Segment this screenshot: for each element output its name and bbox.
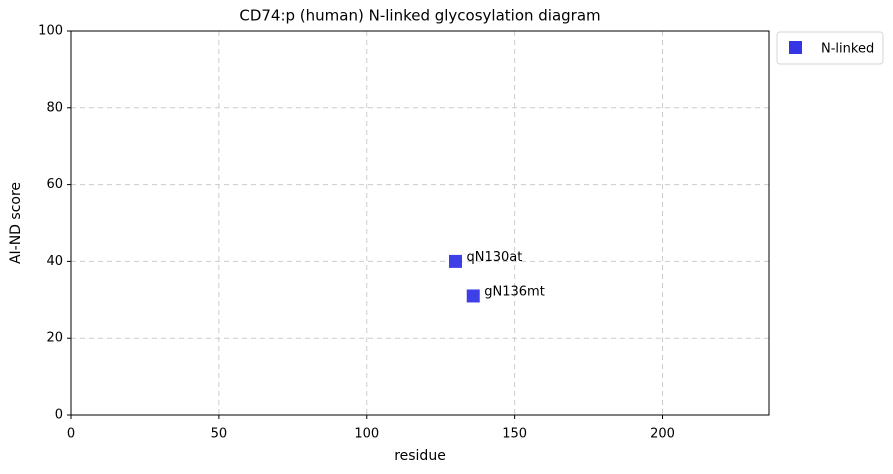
y-tick-label: 80 (46, 100, 63, 115)
point-label: gN136mt (484, 284, 545, 299)
x-tick-label: 200 (650, 427, 675, 442)
point (448, 254, 462, 268)
y-tick-label: 60 (46, 177, 63, 192)
legend-marker (789, 41, 802, 54)
point (466, 289, 480, 303)
legend-box (776, 31, 884, 65)
y-tick-label: 0 (55, 408, 63, 423)
y-tick-label: 100 (38, 24, 63, 39)
y-tick-label: 20 (46, 331, 63, 346)
legend-label: N-linked (821, 42, 874, 57)
x-tick-label: 150 (502, 427, 527, 442)
x-axis-label: residue (394, 448, 446, 464)
x-tick-label: 0 (67, 427, 75, 442)
chart-title: CD74:p (human) N-linked glycosylation di… (239, 7, 600, 25)
y-axis-label: AI-ND score (8, 182, 24, 264)
x-tick-label: 100 (354, 427, 379, 442)
x-tick-label: 50 (211, 427, 228, 442)
y-tick-label: 40 (46, 254, 63, 269)
plot-frame (70, 30, 770, 416)
point-label: qN130at (466, 250, 522, 265)
